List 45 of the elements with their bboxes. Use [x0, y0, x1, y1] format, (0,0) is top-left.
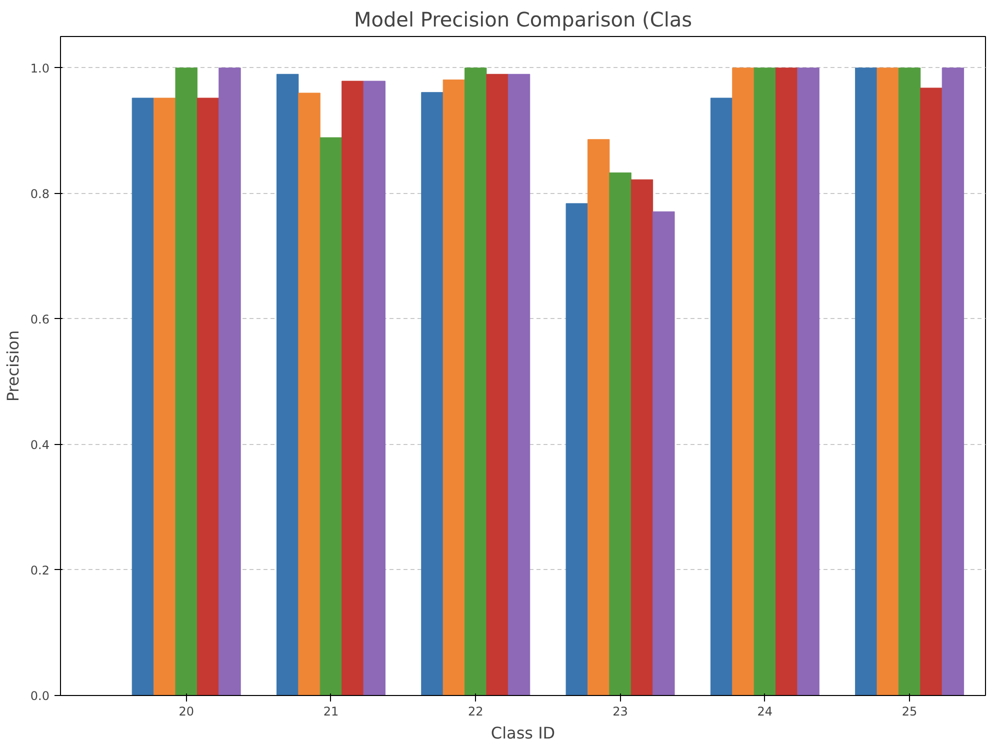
bar	[876, 68, 899, 696]
bar	[754, 68, 776, 696]
x-tick-label: 20	[178, 704, 194, 718]
x-tick-label: 21	[323, 704, 339, 718]
bar	[920, 88, 942, 696]
bar	[942, 68, 964, 696]
bar	[710, 98, 733, 696]
x-tick-label: 25	[902, 704, 918, 718]
bar	[855, 68, 878, 696]
bar	[421, 92, 444, 696]
y-axis-title: Precision	[3, 330, 22, 402]
y-tick-label: 1.0	[30, 61, 50, 76]
bar	[154, 98, 176, 696]
y-tick-label: 0.4	[30, 438, 50, 452]
y-tick-label: 0.6	[30, 312, 50, 326]
bar	[566, 203, 588, 696]
bar	[175, 68, 198, 696]
bar	[320, 137, 342, 696]
x-tick-label: 24	[757, 704, 773, 718]
bar	[218, 68, 241, 696]
bar	[298, 92, 320, 696]
bar	[363, 80, 386, 696]
bar	[442, 80, 466, 696]
bar	[132, 98, 154, 696]
y-tick-label: 0.8	[30, 186, 50, 201]
bar	[732, 68, 754, 696]
bar	[898, 68, 921, 696]
bar	[630, 179, 654, 696]
bar	[652, 211, 675, 696]
bar	[464, 68, 487, 696]
bar	[196, 98, 220, 696]
y-tick-label: 0.2	[30, 563, 50, 578]
x-axis-title: Class ID	[490, 724, 556, 742]
bar	[609, 172, 632, 696]
bar	[797, 68, 820, 696]
bar	[508, 74, 530, 696]
y-tick-label: 0.0	[30, 689, 50, 703]
bar	[587, 139, 610, 696]
chart-title: Model Precision Comparison (Clas	[354, 8, 692, 32]
x-tick-label: 23	[612, 704, 628, 718]
x-tick-label: 22	[468, 704, 484, 718]
bar	[342, 80, 364, 696]
bar	[276, 74, 299, 696]
bar	[486, 74, 508, 696]
bar	[776, 68, 798, 696]
